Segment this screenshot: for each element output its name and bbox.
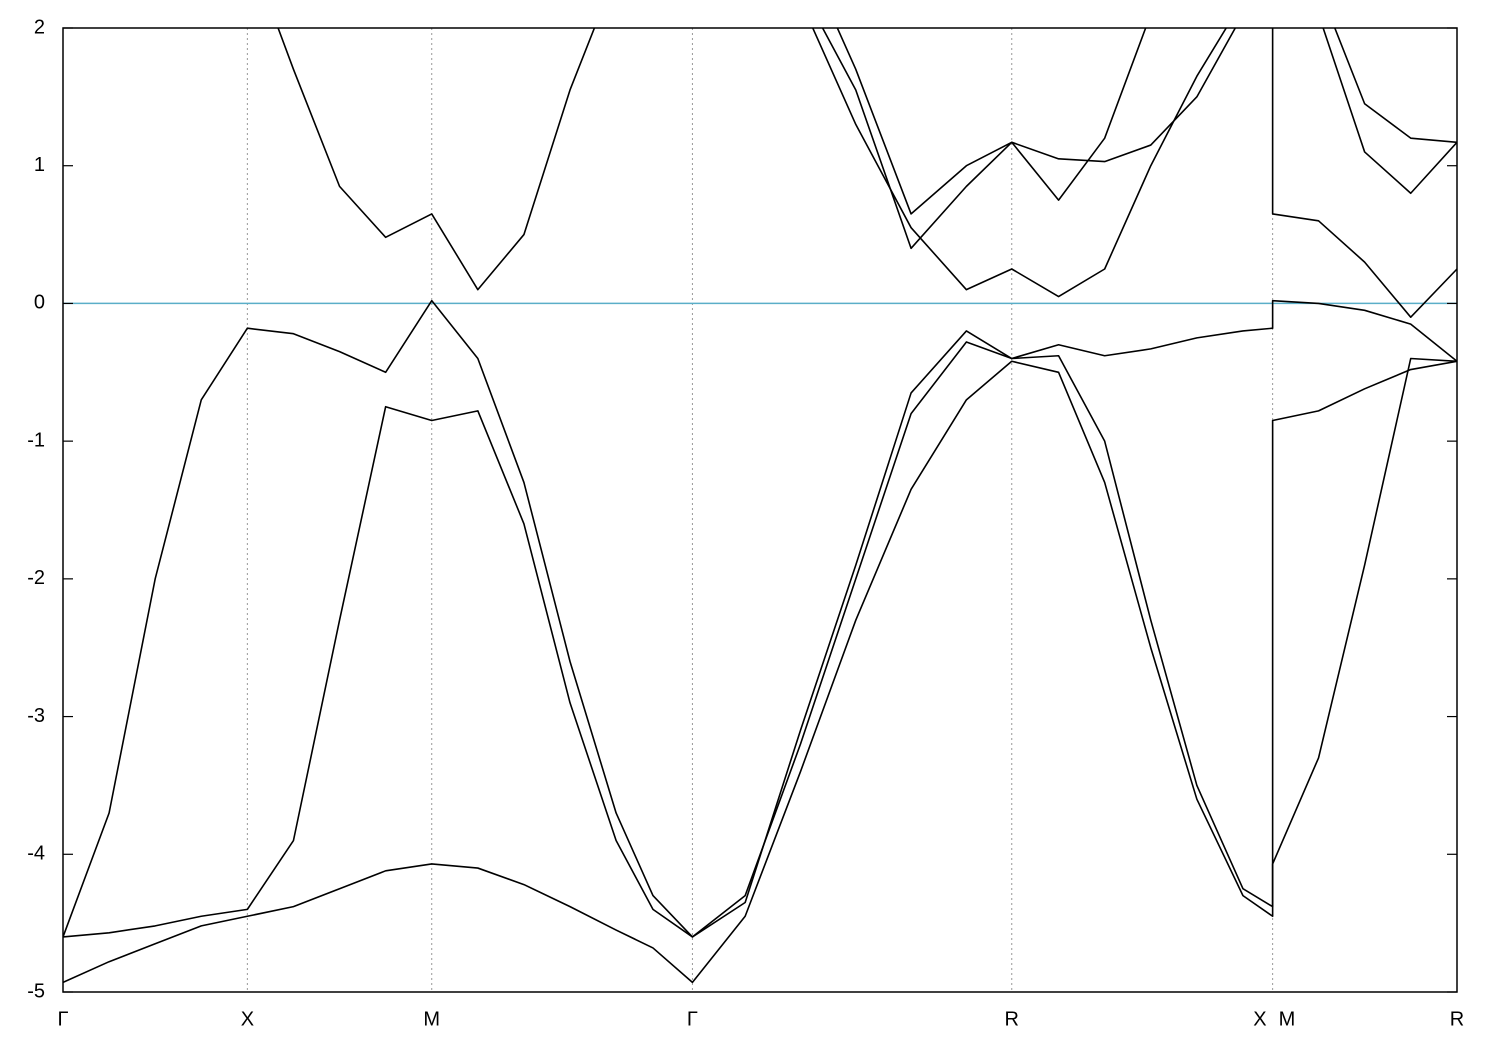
x-tick-label: M — [1279, 1008, 1296, 1030]
y-tick-label: 0 — [34, 292, 45, 314]
x-tick-label: X — [1253, 1008, 1266, 1030]
band-line — [821, 28, 1147, 250]
x-tick-label: R — [1450, 1008, 1464, 1030]
band-line — [277, 28, 596, 291]
x-tick-label: M — [423, 1008, 440, 1030]
plot-frame — [62, 27, 1458, 993]
y-tick-label: -3 — [27, 705, 45, 727]
y-tick-label: -1 — [27, 429, 45, 451]
x-tick-label: X — [241, 1008, 254, 1030]
band-line — [63, 357, 1457, 984]
x-tick-label: Γ — [57, 1008, 68, 1030]
band-line — [63, 341, 1457, 938]
y-tick-label: 1 — [34, 154, 45, 176]
x-tick-label: Γ — [687, 1008, 698, 1030]
plot-area — [63, 28, 1457, 984]
band-line — [836, 28, 1457, 215]
y-tick-label: -5 — [27, 980, 45, 1002]
y-tick-label: 2 — [34, 16, 45, 38]
band-line — [63, 299, 1457, 938]
y-tick-label: -2 — [27, 567, 45, 589]
x-tick-label: R — [1005, 1008, 1019, 1030]
band-line — [1333, 28, 1457, 144]
y-tick-label: -4 — [27, 843, 45, 865]
